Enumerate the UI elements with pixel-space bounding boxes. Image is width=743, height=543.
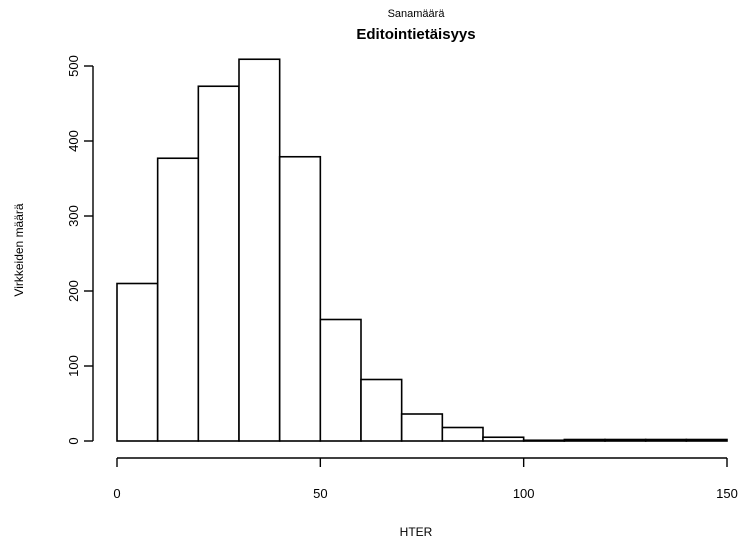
x-axis-title: HTER	[400, 525, 433, 539]
histogram-bar	[197, 85, 240, 442]
y-tick-label: 0	[66, 437, 81, 444]
x-axis: 0 50 100 150	[113, 457, 738, 501]
y-tick-label: 300	[66, 205, 81, 227]
histogram-bar	[563, 438, 606, 442]
histogram-bar	[644, 438, 688, 442]
histogram-bar	[604, 438, 647, 442]
chart-title: Editointietäisyys	[356, 26, 475, 43]
y-tick-label: 100	[66, 355, 81, 377]
y-tick-label: 500	[66, 55, 81, 77]
y-axis-title: Virkkeiden määrä	[12, 203, 26, 296]
histogram-bar	[156, 157, 200, 442]
histogram-bar	[238, 58, 281, 442]
y-tick-label: 400	[66, 130, 81, 152]
histogram-bar	[482, 436, 525, 442]
x-tick-label: 150	[716, 486, 738, 501]
histogram-bar	[522, 439, 566, 442]
histogram-bar	[400, 413, 444, 442]
histogram-bar	[685, 438, 728, 442]
x-tick-label: 0	[113, 486, 120, 501]
histogram-bars	[116, 58, 728, 442]
histogram-bar	[441, 426, 484, 442]
chart-subtitle: Sanamäärä	[388, 8, 446, 20]
histogram-bar	[360, 378, 403, 442]
y-tick-label: 200	[66, 280, 81, 302]
x-tick-label: 50	[313, 486, 327, 501]
x-tick-label: 100	[513, 486, 535, 501]
histogram-bar	[278, 155, 322, 442]
histogram-bar	[319, 318, 362, 442]
y-axis: 0 100 200 300 400 500	[66, 55, 94, 445]
histogram-bar	[116, 282, 159, 442]
